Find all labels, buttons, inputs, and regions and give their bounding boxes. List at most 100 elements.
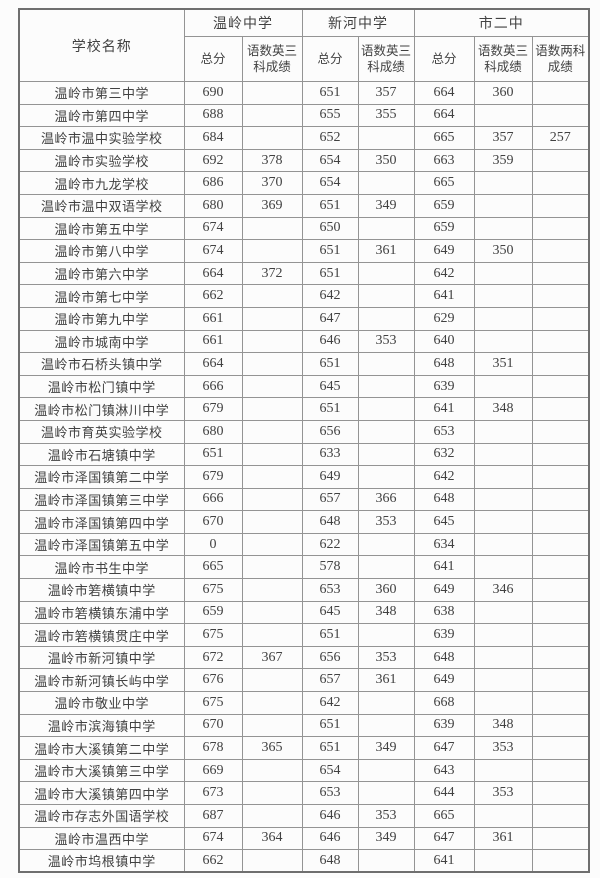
table-row: 温岭市九龙学校 686 370 654 665 [18,171,590,195]
school-name-cell: 温岭市石桥头镇中学 [18,352,185,376]
score-cell: 366 [357,487,415,512]
score-cell: 361 [357,239,415,263]
score-cell [473,487,533,512]
score-cell: 661 [183,329,243,354]
score-cell [473,171,533,195]
score-cell [531,284,590,308]
school-name-cell: 温岭市温中双语学校 [18,193,185,218]
score-cell [531,239,590,263]
score-cell: 653 [301,578,359,602]
score-cell: 684 [183,126,243,150]
score-cell [531,261,590,286]
score-cell [473,374,533,399]
score-cell: 651 [301,736,359,760]
score-cell: 657 [301,487,359,512]
score-cell: 351 [473,352,533,376]
score-cell: 692 [183,148,243,173]
score-cell: 648 [413,352,475,376]
score-cell: 650 [301,216,359,241]
score-cell: 642 [413,261,475,286]
table-row: 温岭市大溪镇第四中学 673 653 644 353 [18,781,590,805]
score-cell: 651 [301,713,359,738]
score-cell: 651 [301,397,359,421]
score-cell [531,419,590,444]
school-name-header: 学校名称 [18,8,185,82]
score-cell [473,645,533,670]
school-name-cell: 温岭市育英实验学校 [18,419,185,444]
score-cell: 659 [413,193,475,218]
table-row: 温岭市大溪镇第二中学 678 365 651 349 647 353 [18,736,590,760]
score-cell [241,397,303,421]
score-cell: 648 [301,849,359,873]
score-cell: 688 [183,103,243,128]
score-cell: 651 [301,193,359,218]
score-cell: 353 [473,736,533,760]
score-cell [473,555,533,580]
school-name-cell: 温岭市第六中学 [18,261,185,286]
school-name-cell: 温岭市大溪镇第四中学 [18,781,185,805]
score-cell: 360 [473,81,533,105]
score-cell: 369 [241,193,303,218]
score-cell: 644 [413,781,475,805]
score-cell [241,781,303,805]
score-cell [473,691,533,715]
score-cell [357,352,415,376]
score-cell: 629 [413,306,475,331]
table-row: 温岭市泽国镇第五中学 0 622 634 [18,532,590,557]
score-cell [241,691,303,715]
score-cell [241,804,303,828]
score-cell: 666 [183,374,243,399]
score-cell: 353 [357,510,415,534]
score-cell: 653 [413,419,475,444]
score-cell [241,126,303,150]
score-cell: 643 [413,758,475,783]
score-cell [357,781,415,805]
score-cell: 674 [183,826,243,851]
school-name-cell: 温岭市温中实验学校 [18,126,185,150]
score-cell: 680 [183,419,243,444]
school-name-cell: 温岭市新河镇中学 [18,645,185,670]
table-row: 温岭市第六中学 664 372 651 642 [18,261,590,286]
score-cell: 372 [241,261,303,286]
score-cell: 664 [413,103,475,128]
score-cell: 648 [413,645,475,670]
score-cell: 676 [183,668,243,693]
table-row: 温岭市温西中学 674 364 646 349 647 361 [18,826,590,851]
score-cell: 649 [413,578,475,602]
group-header-xinhe-zhongxue: 新河中学 [301,8,415,37]
school-name-cell: 温岭市石塘镇中学 [18,442,185,467]
score-cell [241,600,303,625]
school-name-cell: 温岭市大溪镇第三中学 [18,758,185,783]
score-cell [473,510,533,534]
score-cell: 666 [183,487,243,512]
score-cell: 657 [301,668,359,693]
score-cell [357,623,415,647]
score-cell: 638 [413,600,475,625]
score-cell: 348 [473,713,533,738]
table-row: 温岭市温中实验学校 684 652 665 357 257 [18,126,590,150]
score-cell [241,81,303,105]
score-cell [531,645,590,670]
score-cell [473,419,533,444]
score-cell: 357 [357,81,415,105]
score-cell [241,374,303,399]
score-cell: 648 [413,487,475,512]
score-cell: 664 [183,261,243,286]
table-row: 温岭市第七中学 662 642 641 [18,284,590,308]
score-cell: 649 [413,668,475,693]
score-cell [531,600,590,625]
score-cell: 661 [183,306,243,331]
sub-header-three-subjects: 语数英三科成绩 [241,36,303,82]
sub-header-total: 总分 [183,36,243,82]
table-row: 温岭市箬横镇中学 675 653 360 649 346 [18,578,590,602]
school-name-cell: 温岭市第四中学 [18,103,185,128]
score-cell [531,193,590,218]
score-cell [241,623,303,647]
score-cell [357,465,415,489]
score-cell: 651 [301,352,359,376]
score-cell: 687 [183,804,243,828]
score-cell: 646 [301,826,359,851]
school-name-cell: 温岭市敬业中学 [18,691,185,715]
score-cell: 651 [301,261,359,286]
score-cell [531,171,590,195]
